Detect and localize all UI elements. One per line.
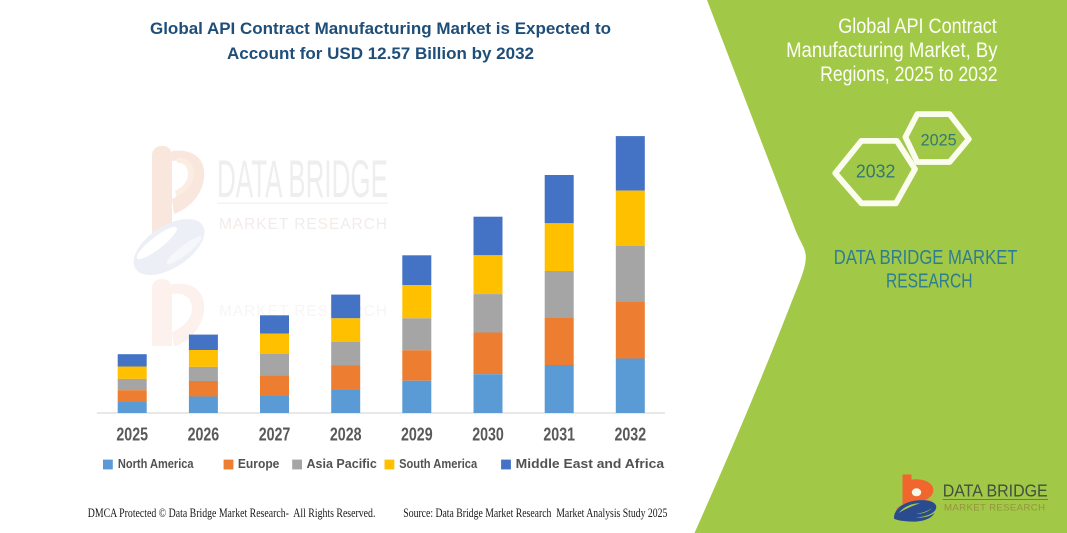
svg-text:DATA BRIDGE: DATA BRIDGE [943,480,1048,500]
svg-text:DMCA Protected © Data Bridge M: DMCA Protected © Data Bridge Market Rese… [88,506,376,520]
svg-text:Global API Contract Manufactur: Global API Contract Manufacturing Market… [150,19,611,38]
svg-text:2032: 2032 [615,424,647,445]
svg-text:Regions, 2025 to 2032: Regions, 2025 to 2032 [820,63,998,86]
svg-text:Account for USD 12.57 Billion: Account for USD 12.57 Billion by 2032 [227,44,534,63]
svg-text:2025: 2025 [116,424,148,445]
svg-text:2030: 2030 [472,424,504,445]
svg-text:2032: 2032 [856,160,895,181]
svg-text:2028: 2028 [330,424,362,445]
svg-text:2031: 2031 [543,424,575,445]
svg-text:MARKET RESEARCH: MARKET RESEARCH [944,502,1045,513]
svg-text:DATA BRIDGE: DATA BRIDGE [217,150,388,209]
svg-text:MARKET RESEARCH: MARKET RESEARCH [219,303,387,320]
svg-text:Asia Pacific: Asia Pacific [307,457,377,471]
svg-text:Middle East and Africa: Middle East and Africa [516,457,665,471]
svg-text:MARKET RESEARCH: MARKET RESEARCH [219,216,387,233]
svg-text:Global API Contract: Global API Contract [838,15,997,38]
svg-text:Manufacturing Market, By: Manufacturing Market, By [786,39,998,62]
svg-text:DATA BRIDGE MARKET: DATA BRIDGE MARKET [834,246,1018,269]
svg-text:Source: Data Bridge Market Res: Source: Data Bridge Market Research Mark… [403,506,667,520]
svg-text:2029: 2029 [401,424,433,445]
svg-text:RESEARCH: RESEARCH [886,270,973,293]
svg-text:South America: South America [399,457,478,471]
svg-text:2026: 2026 [188,424,220,445]
svg-text:2025: 2025 [921,130,957,149]
svg-text:North America: North America [118,457,195,471]
svg-text:Europe: Europe [238,457,280,471]
svg-text:2027: 2027 [259,424,291,445]
